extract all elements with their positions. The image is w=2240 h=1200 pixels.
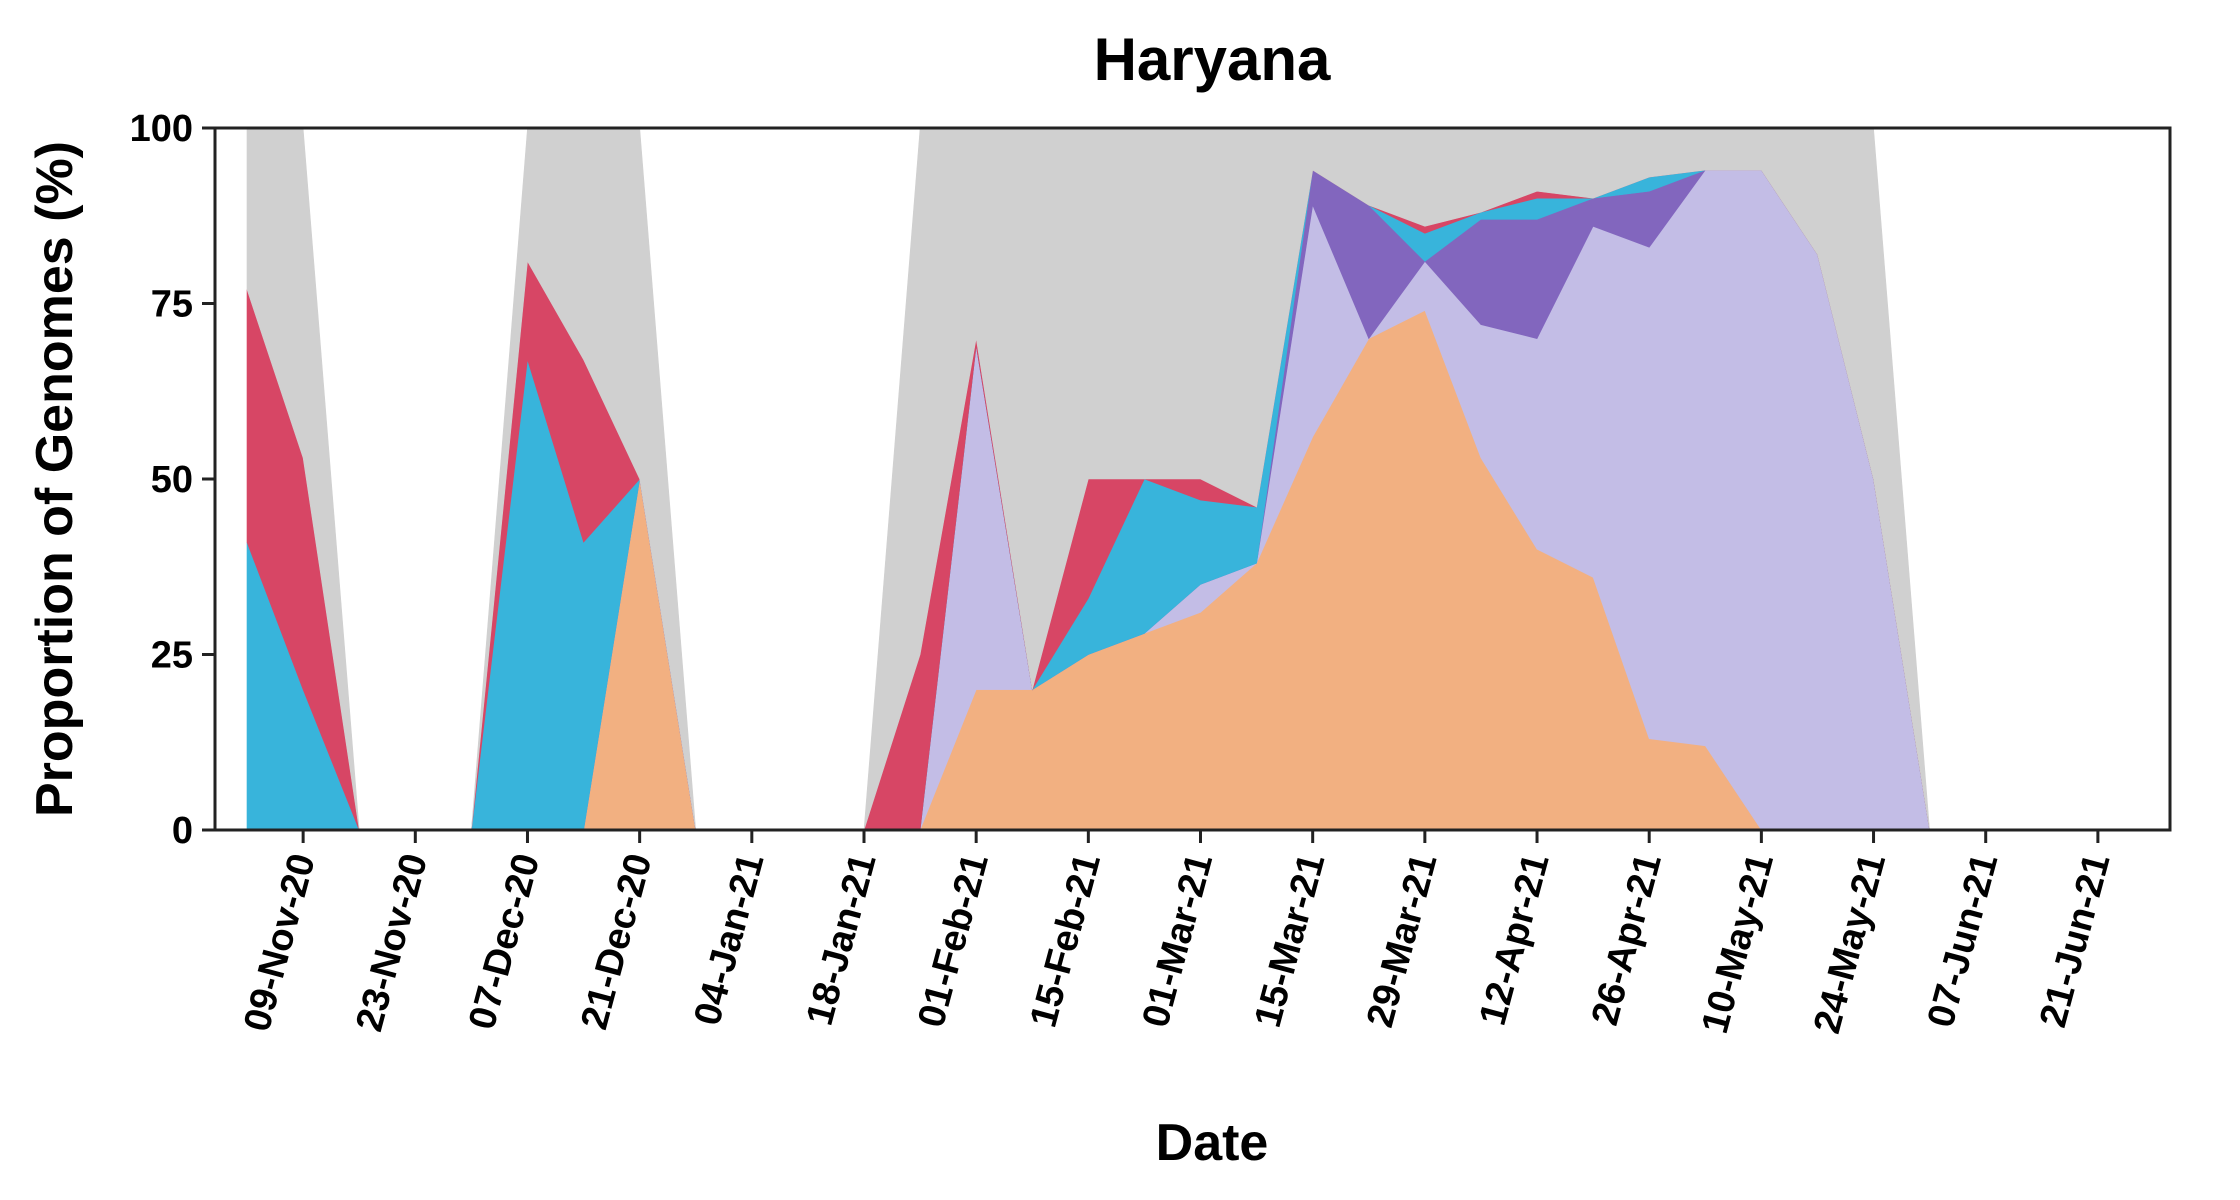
x-tick-label: 21-Dec-20 [573,849,660,1033]
x-tick-label: 24-May-21 [1806,849,1894,1037]
y-axis: 0 25 50 75 100 [130,108,215,852]
x-axis: 09-Nov-20 23-Nov-20 07-Dec-20 21-Dec-20 04-J… [236,830,2119,1038]
x-tick-label: 07-Jun-21 [1920,849,2006,1031]
y-tick-label: 50 [151,459,193,501]
x-axis-label: Date [1156,1114,1269,1172]
chart-title: Haryana [1094,26,1331,93]
y-tick-label: 100 [130,108,193,150]
x-tick-label: 04-Jan-21 [687,849,773,1029]
x-tick-label: 23-Nov-20 [348,849,436,1035]
x-tick-label: 15-Feb-21 [1023,849,1109,1031]
x-tick-label: 09-Nov-20 [236,849,324,1035]
x-tick-label: 29-Mar-21 [1359,849,1445,1031]
x-tick-label: 21-Jun-21 [2032,849,2118,1031]
x-tick-label: 07-Dec-20 [461,849,548,1033]
x-tick-label: 01-Feb-21 [910,849,996,1031]
x-tick-label: 12-Apr-21 [1472,849,1558,1029]
x-tick-label: 18-Jan-21 [799,849,885,1029]
plot-areas [246,127,1930,831]
x-tick-label: 26-Apr-21 [1584,849,1670,1029]
y-tick-label: 25 [151,635,193,677]
y-tick-label: 0 [172,810,193,852]
x-tick-label: 01-Mar-21 [1135,849,1221,1031]
x-tick-label: 10-May-21 [1694,849,1782,1037]
y-axis-label: Proportion of Genomes (%) [26,141,84,817]
y-tick-label: 75 [151,284,193,326]
x-tick-label: 15-Mar-21 [1247,849,1333,1031]
